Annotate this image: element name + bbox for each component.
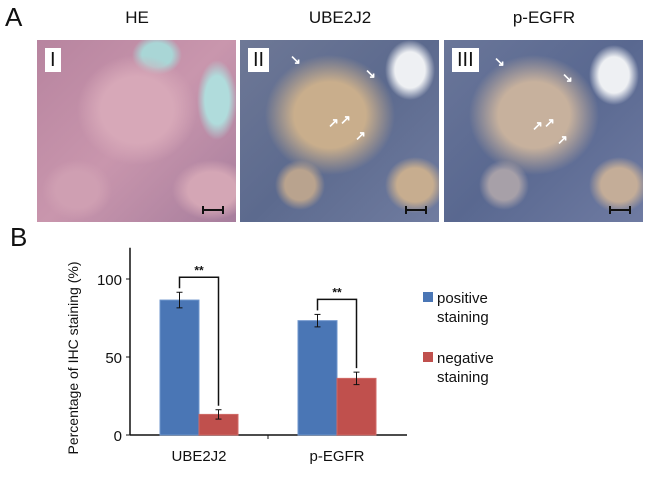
arrow-icon: ↗ <box>532 118 543 133</box>
legend-swatch <box>423 352 433 362</box>
panel-numeral: I <box>45 48 61 72</box>
significance-bracket <box>316 298 358 369</box>
legend-label: staining <box>437 309 489 326</box>
panel-numeral: II <box>248 48 270 72</box>
legend-label: positive <box>437 290 488 307</box>
arrow-icon: ↗ <box>340 112 351 127</box>
panel-numeral: III <box>452 48 479 72</box>
scale-bar <box>405 206 427 214</box>
panel-a-label: A <box>5 2 23 32</box>
y-axis-label: Percentage of IHC staining (%) <box>65 262 81 455</box>
panel-b-label: B <box>10 222 28 252</box>
bar-positive-staining <box>159 299 200 436</box>
y-tick-label: 100 <box>97 272 122 289</box>
x-tick-label: UBE2J2 <box>171 448 226 465</box>
arrow-icon: ↘ <box>365 66 376 81</box>
significance-label: ** <box>332 285 342 299</box>
arrow-icon: ↘ <box>494 54 505 69</box>
arrow-icon: ↗ <box>328 115 339 130</box>
y-tick-label: 50 <box>105 350 122 367</box>
significance-label: ** <box>194 263 204 277</box>
micrograph-pegfr: III ↘ ↘ ↗ ↗ ↗ <box>444 40 643 222</box>
bar-positive-staining <box>297 320 338 436</box>
y-tick-label: 0 <box>114 428 122 445</box>
x-tick-label: p-EGFR <box>309 448 364 465</box>
arrow-icon: ↗ <box>544 115 555 130</box>
panel-title-pegfr: p-EGFR <box>512 8 576 27</box>
bar-negative-staining <box>336 377 377 436</box>
micrograph-ube2j2: II ↘ ↘ ↗ ↗ ↗ <box>240 40 439 222</box>
legend-label: negative <box>437 350 494 367</box>
significance-bracket <box>178 276 220 406</box>
micrograph-he: I <box>37 40 236 222</box>
scale-bar <box>202 206 224 214</box>
arrow-icon: ↗ <box>355 128 366 143</box>
legend-label: staining <box>437 369 489 386</box>
arrow-icon: ↘ <box>562 70 573 85</box>
legend-swatch <box>423 292 433 302</box>
scale-bar <box>609 206 631 214</box>
arrow-icon: ↘ <box>290 52 301 67</box>
panel-title-he: HE <box>125 8 149 27</box>
arrow-icon: ↗ <box>557 132 568 147</box>
panel-title-ube2j2: UBE2J2 <box>308 8 372 27</box>
